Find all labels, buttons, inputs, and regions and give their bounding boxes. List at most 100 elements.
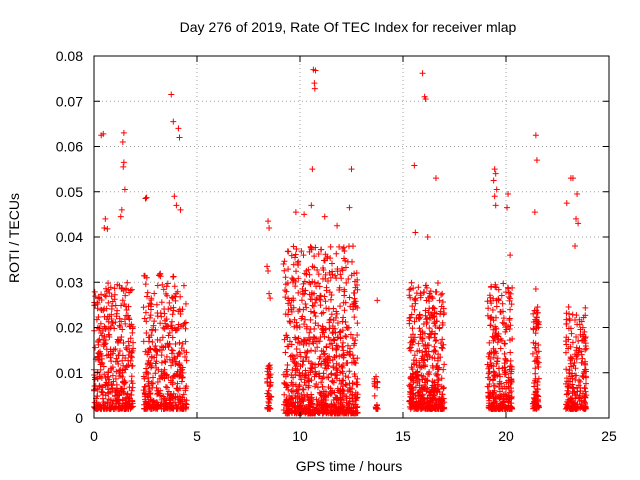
data-point [146,386,153,393]
data-point [301,379,308,386]
data-point [157,273,164,280]
data-point [293,245,300,252]
data-point [412,384,419,391]
data-point [497,373,504,380]
data-point [328,401,335,408]
data-point [503,379,510,386]
data-point [487,355,494,362]
data-point [581,399,588,406]
data-point [284,248,291,255]
data-point [571,389,578,396]
data-point [318,347,325,354]
data-point [93,316,100,323]
data-point [119,396,126,403]
data-point [439,336,446,343]
data-point [328,388,335,395]
data-point [108,311,115,318]
data-point [335,387,342,394]
data-point [169,311,176,318]
data-point [505,294,512,301]
data-point [338,363,345,370]
data-point [439,319,446,326]
data-point [321,257,328,264]
data-point [330,336,337,343]
data-point [98,352,105,359]
data-point [299,291,306,298]
data-point [292,365,299,372]
data-point [420,320,427,327]
data-point [411,352,418,359]
data-point [177,293,184,300]
data-point [532,365,539,372]
data-point [373,405,380,412]
data-point [94,300,101,307]
data-point [287,302,294,309]
data-point [95,313,102,320]
data-point [118,333,125,340]
data-point [565,304,572,311]
data-point [492,281,499,288]
data-point [496,380,503,387]
data-point [312,348,319,355]
data-point [413,290,420,297]
data-point [408,375,415,382]
data-point [424,378,431,385]
data-point [170,307,177,314]
data-point [295,262,302,269]
data-point [348,392,355,399]
data-point [486,292,493,299]
data-point [340,244,347,251]
data-point [311,334,318,341]
data-point [178,378,185,385]
data-point [296,394,303,401]
data-point [165,344,172,351]
y-tick-label: 0 [75,410,83,426]
y-tick-label: 0.02 [56,320,83,336]
data-point [492,170,499,177]
data-point [320,327,327,334]
data-point [265,387,272,394]
data-point [407,394,414,401]
data-point [487,322,494,329]
data-point [422,312,429,319]
data-point [354,403,361,410]
data-point [281,379,288,386]
data-point [153,364,160,371]
data-point [374,401,381,408]
data-point [485,392,492,399]
data-point [533,324,540,331]
data-point [154,282,161,289]
data-point [160,344,167,351]
data-point [141,396,148,403]
data-point [410,285,417,292]
data-point [534,381,541,388]
data-point [329,378,336,385]
data-point [497,345,504,352]
data-point [349,380,356,387]
data-point [434,280,441,287]
data-point [95,337,102,344]
data-point [563,310,570,317]
data-point [97,329,104,336]
data-point [118,284,125,291]
data-point [342,333,349,340]
data-point [415,376,422,383]
data-point [169,347,176,354]
data-point [312,244,319,251]
data-point [505,191,512,198]
data-point [140,387,147,394]
data-point [348,166,355,173]
data-point [151,290,158,297]
data-point [582,333,589,340]
data-point [105,396,112,403]
data-point [106,376,113,383]
data-point [292,371,299,378]
data-point [374,379,381,386]
data-point [301,278,308,285]
data-point [291,254,298,261]
data-point [265,371,272,378]
data-point [171,193,178,200]
data-point [150,322,157,329]
data-point [162,359,169,366]
